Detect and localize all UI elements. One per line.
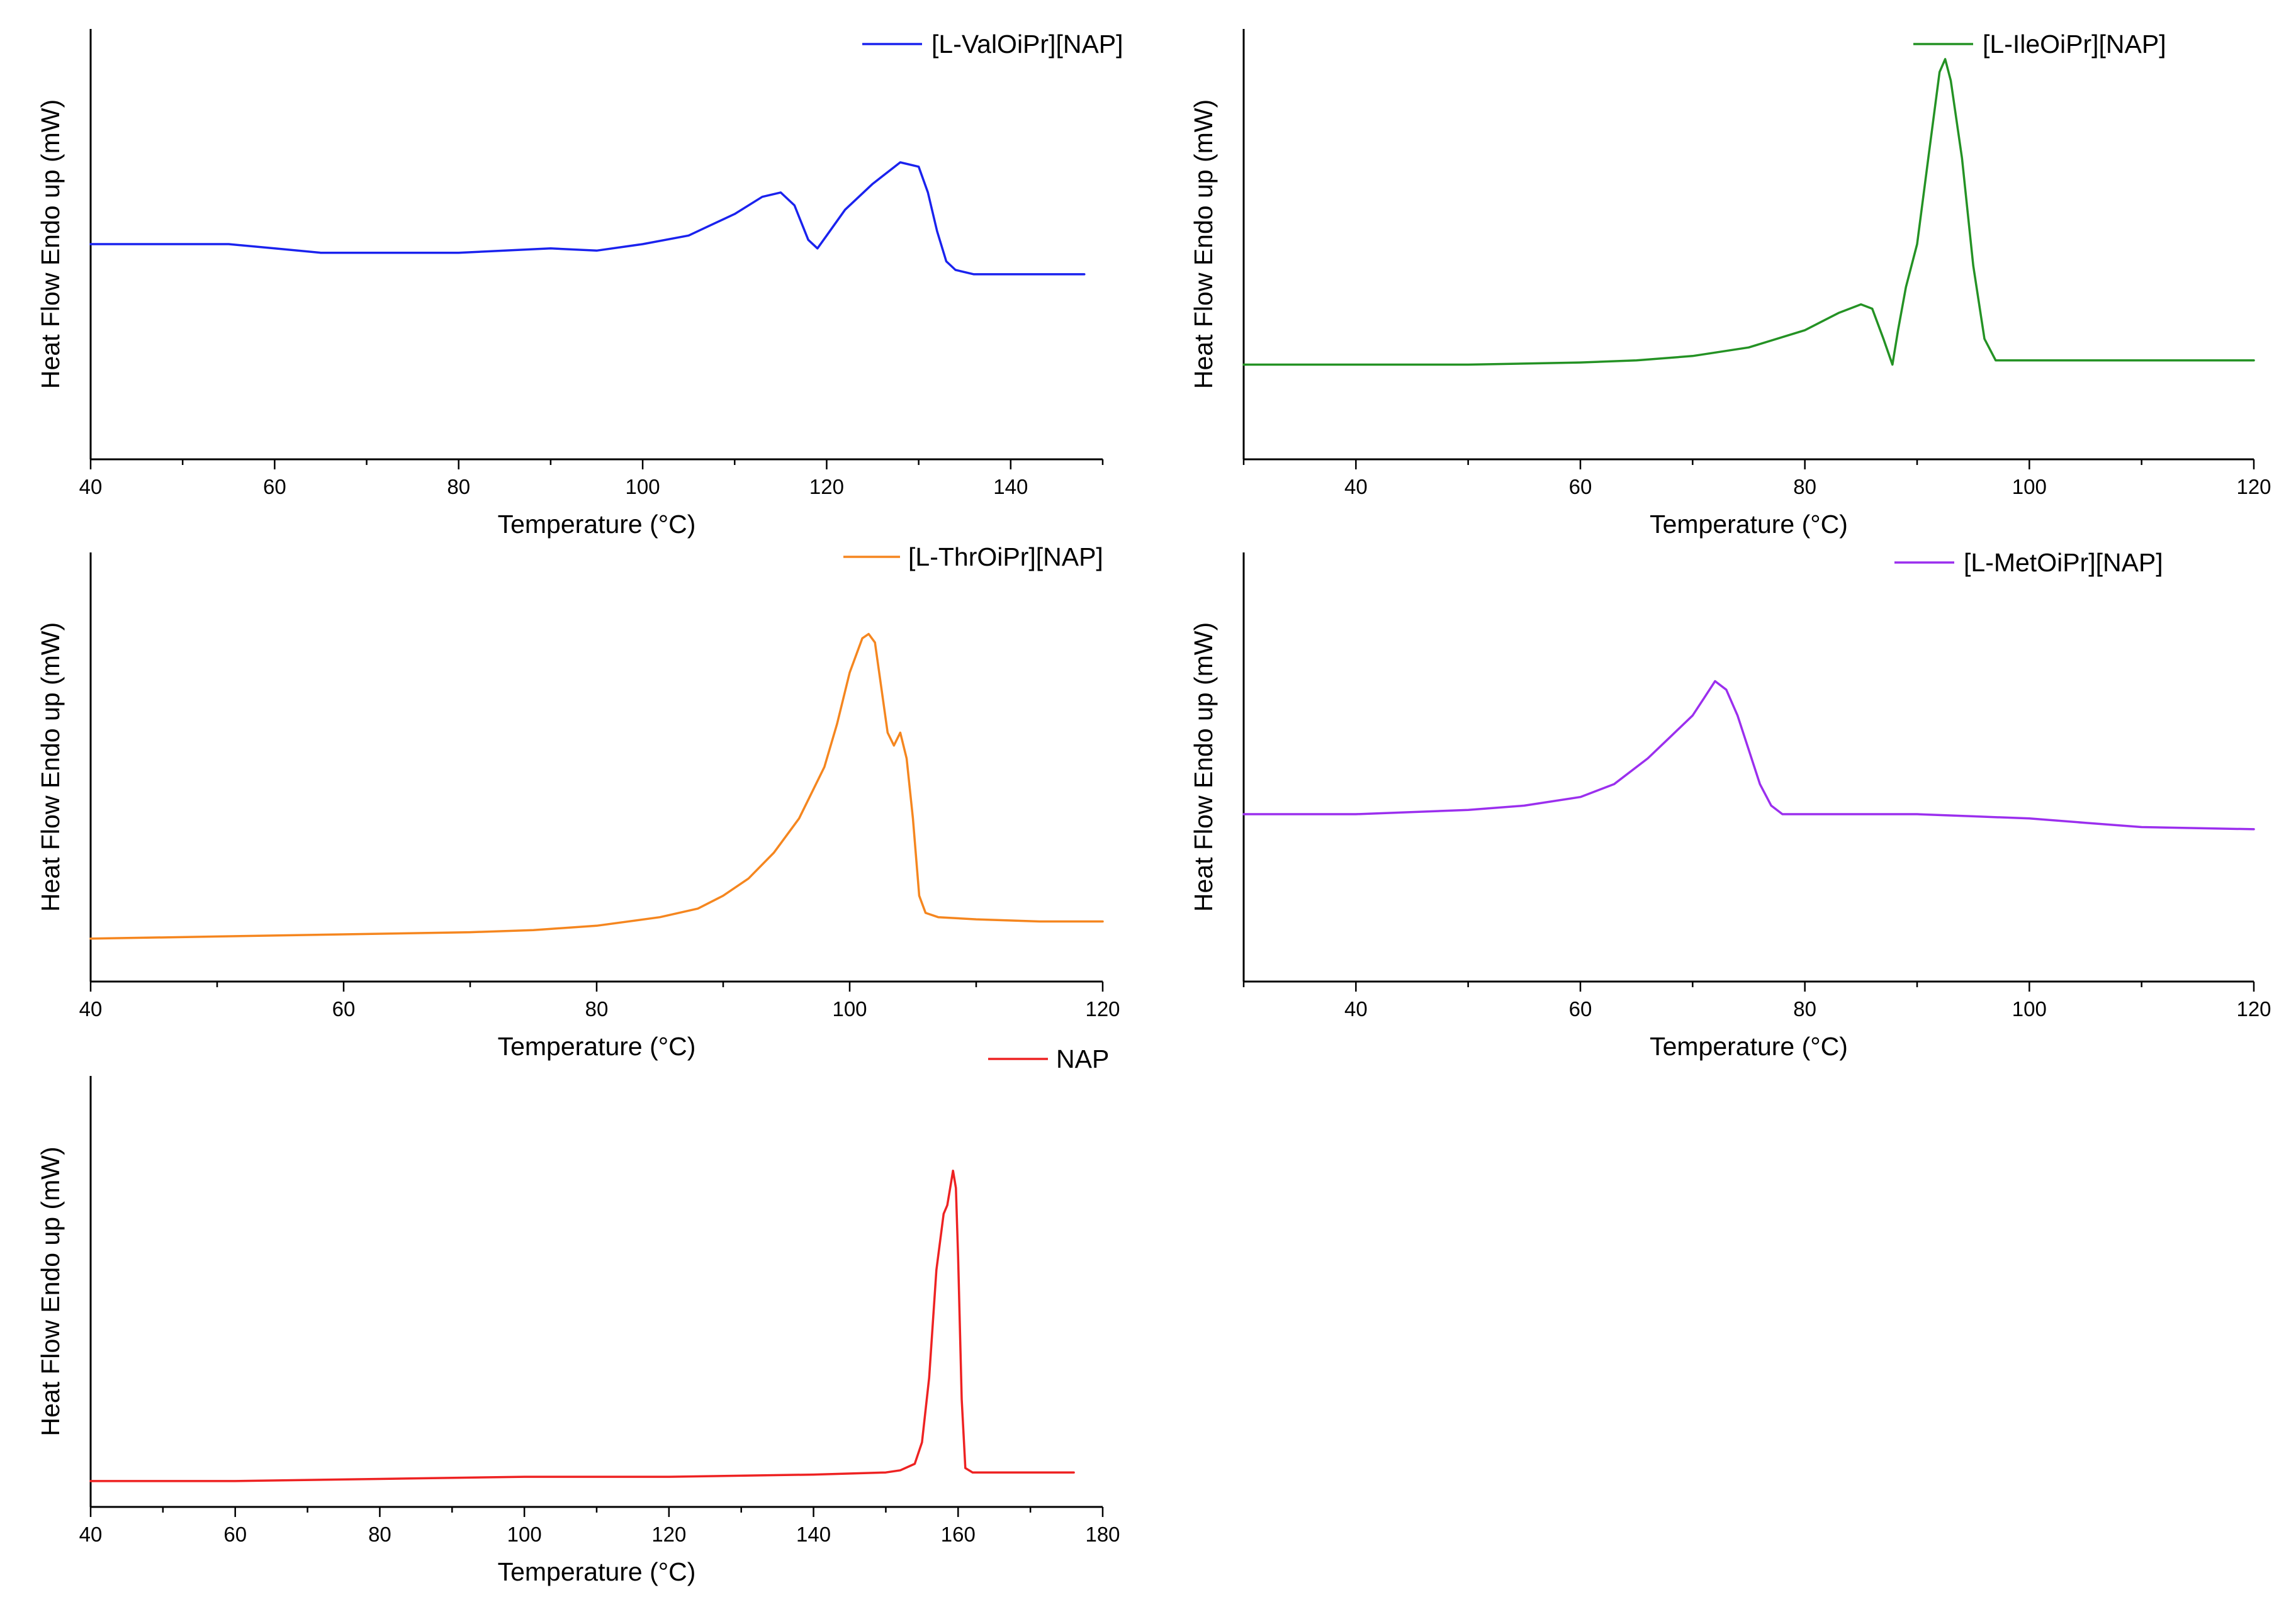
- x-tick-label: 160: [941, 1523, 976, 1546]
- y-axis-title: Heat Flow Endo up (mW): [36, 99, 65, 389]
- x-tick-label: 100: [2012, 997, 2047, 1021]
- x-tick-label: 120: [2236, 475, 2271, 498]
- x-tick-label: 140: [796, 1523, 831, 1546]
- legend-label: [L-MetOiPr][NAP]: [1964, 548, 2163, 577]
- x-tick-label: 40: [1344, 997, 1368, 1021]
- x-tick-label: 60: [332, 997, 356, 1021]
- x-tick-label: 60: [263, 475, 286, 498]
- chart-panel-4: 40 60 80 100 120 Temperature (°C) Heat Flow En…: [1189, 548, 2271, 1061]
- x-tick-label: 80: [585, 997, 609, 1021]
- y-axis-title: Heat Flow Endo up (mW): [36, 622, 65, 912]
- legend-label: [L-IleOiPr][NAP]: [1983, 30, 2166, 59]
- chart-panel-5: 40 60 80 100 120 140 160 180 Temperature (°C) Hea…: [36, 1044, 1120, 1586]
- x-tick-label: 40: [1344, 475, 1368, 498]
- legend-label: NAP: [1056, 1044, 1109, 1073]
- x-tick-label: 140: [993, 475, 1028, 498]
- x-tick-label: 40: [79, 1523, 103, 1546]
- x-axis-title: Temperature (°C): [1650, 1032, 1848, 1061]
- y-axis-title: Heat Flow Endo up (mW): [1189, 99, 1218, 389]
- series-line: [1242, 680, 2255, 831]
- legend-label: [L-ThrOiPr][NAP]: [908, 542, 1103, 571]
- x-tick-label: 100: [626, 475, 660, 498]
- x-axis-title: Temperature (°C): [498, 1032, 696, 1061]
- chart-panel-1: 40 60 80 100 120 140 Temperature (°C) Heat Flow…: [36, 29, 1123, 539]
- series-line: [1242, 58, 2255, 366]
- x-tick-label: 80: [447, 475, 470, 498]
- y-axis-title: Heat Flow Endo up (mW): [36, 1146, 65, 1436]
- x-tick-label: 80: [1793, 997, 1816, 1021]
- series-line: [89, 1169, 1075, 1482]
- x-tick-label: 60: [223, 1523, 247, 1546]
- x-tick-label: 100: [507, 1523, 542, 1546]
- chart-panel-3: 40 60 80 100 120 Temperature (°C) Heat Flow En…: [36, 542, 1120, 1061]
- x-tick-label: 120: [651, 1523, 686, 1546]
- x-axis-title: Temperature (°C): [1650, 510, 1848, 539]
- x-tick-label: 100: [832, 997, 867, 1021]
- x-tick-label: 40: [79, 997, 103, 1021]
- legend-label: [L-ValOiPr][NAP]: [931, 30, 1123, 59]
- x-tick-label: 40: [79, 475, 103, 498]
- series-line: [89, 632, 1104, 940]
- series-line: [89, 161, 1086, 276]
- y-axis-title: Heat Flow Endo up (mW): [1189, 622, 1218, 912]
- x-axis-title: Temperature (°C): [498, 1557, 696, 1586]
- x-tick-label: 80: [368, 1523, 391, 1546]
- x-tick-label: 120: [1085, 997, 1120, 1021]
- x-tick-label: 60: [1569, 997, 1592, 1021]
- x-tick-label: 120: [2236, 997, 2271, 1021]
- chart-panel-2: 40 60 80 100 120 Temperature (°C) Heat Flow En…: [1189, 29, 2271, 539]
- x-tick-label: 60: [1569, 475, 1592, 498]
- x-tick-label: 120: [809, 475, 844, 498]
- x-tick-label: 100: [2012, 475, 2047, 498]
- x-axis-title: Temperature (°C): [498, 510, 696, 539]
- x-tick-label: 180: [1085, 1523, 1120, 1546]
- x-tick-label: 80: [1793, 475, 1816, 498]
